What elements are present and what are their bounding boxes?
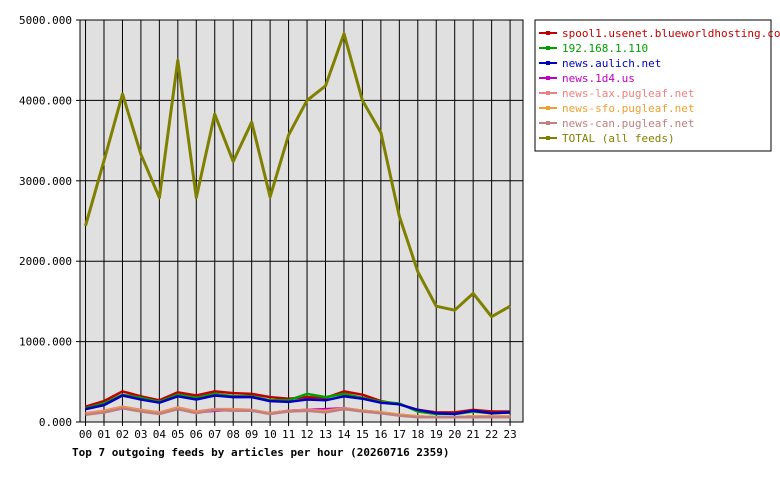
x-tick-label: 22 bbox=[485, 428, 498, 441]
x-tick-label: 00 bbox=[79, 428, 92, 441]
x-tick-label: 03 bbox=[134, 428, 147, 441]
x-tick-label: 14 bbox=[337, 428, 351, 441]
x-tick-label: 10 bbox=[263, 428, 276, 441]
legend: spool1.usenet.blueworldhosting.com 192.16… bbox=[534, 19, 780, 152]
y-tick-label: 3000.000 bbox=[19, 175, 72, 188]
x-tick-label: 16 bbox=[374, 428, 387, 441]
x-tick-label: 12 bbox=[300, 428, 313, 441]
x-tick-label: 13 bbox=[319, 428, 332, 441]
x-tick-label: 11 bbox=[282, 428, 295, 441]
x-tick-label: 08 bbox=[227, 428, 240, 441]
legend-marker bbox=[546, 91, 550, 95]
y-tick-label: 0.000 bbox=[39, 416, 72, 429]
y-tick-label: 2000.000 bbox=[19, 255, 72, 268]
x-tick-label: 01 bbox=[97, 428, 110, 441]
y-axis-ticks: 0.000 1000.000 2000.000 3000.000 4000.000 500… bbox=[19, 14, 80, 429]
series-line bbox=[84, 32, 511, 319]
plot-area bbox=[79, 19, 524, 423]
legend-label: spool1.usenet.blueworldhosting.com bbox=[562, 27, 780, 40]
x-tick-label: 02 bbox=[116, 428, 129, 441]
x-tick-label: 19 bbox=[430, 428, 443, 441]
legend-label: news.1d4.us bbox=[562, 72, 635, 85]
x-tick-label: 06 bbox=[190, 428, 203, 441]
x-tick-label: 04 bbox=[153, 428, 167, 441]
legend-box bbox=[534, 19, 772, 152]
series-line bbox=[85, 394, 511, 416]
legend-marker bbox=[546, 76, 550, 80]
legend-marker bbox=[546, 61, 550, 65]
x-tick-label: 23 bbox=[503, 428, 516, 441]
x-axis-ticks: 00 01 02 03 04 05 06 07 08 09 10 11 12 13 14 15 16 17 18 19… bbox=[79, 422, 517, 441]
y-tick-label: 5000.000 bbox=[19, 14, 72, 27]
legend-label: news.aulich.net bbox=[562, 57, 661, 70]
x-tick-label: 07 bbox=[208, 428, 221, 441]
legend-marker bbox=[546, 136, 550, 140]
legend-marker bbox=[546, 46, 550, 50]
x-tick-label: 05 bbox=[171, 428, 184, 441]
legend-marker bbox=[546, 31, 550, 35]
legend-label: TOTAL (all feeds) bbox=[562, 132, 675, 145]
x-tick-label: 18 bbox=[411, 428, 424, 441]
x-tick-label: 17 bbox=[393, 428, 406, 441]
y-tick-label: 4000.000 bbox=[19, 94, 72, 107]
chart-title: Top 7 outgoing feeds by articles per hou… bbox=[72, 446, 450, 459]
x-tick-label: 15 bbox=[356, 428, 369, 441]
series-line bbox=[85, 407, 511, 419]
legend-label: news-lax.pugleaf.net bbox=[562, 87, 694, 100]
x-tick-label: 20 bbox=[448, 428, 461, 441]
legend-marker bbox=[546, 106, 550, 110]
x-tick-label: 21 bbox=[467, 428, 480, 441]
series-lines bbox=[84, 32, 511, 419]
x-tick-label: 09 bbox=[245, 428, 258, 441]
legend-marker bbox=[546, 121, 550, 125]
legend-label: news-sfo.pugleaf.net bbox=[562, 102, 694, 115]
legend-label: 192.168.1.110 bbox=[562, 42, 648, 55]
legend-label: news-can.pugleaf.net bbox=[562, 117, 694, 130]
y-tick-label: 1000.000 bbox=[19, 336, 72, 349]
